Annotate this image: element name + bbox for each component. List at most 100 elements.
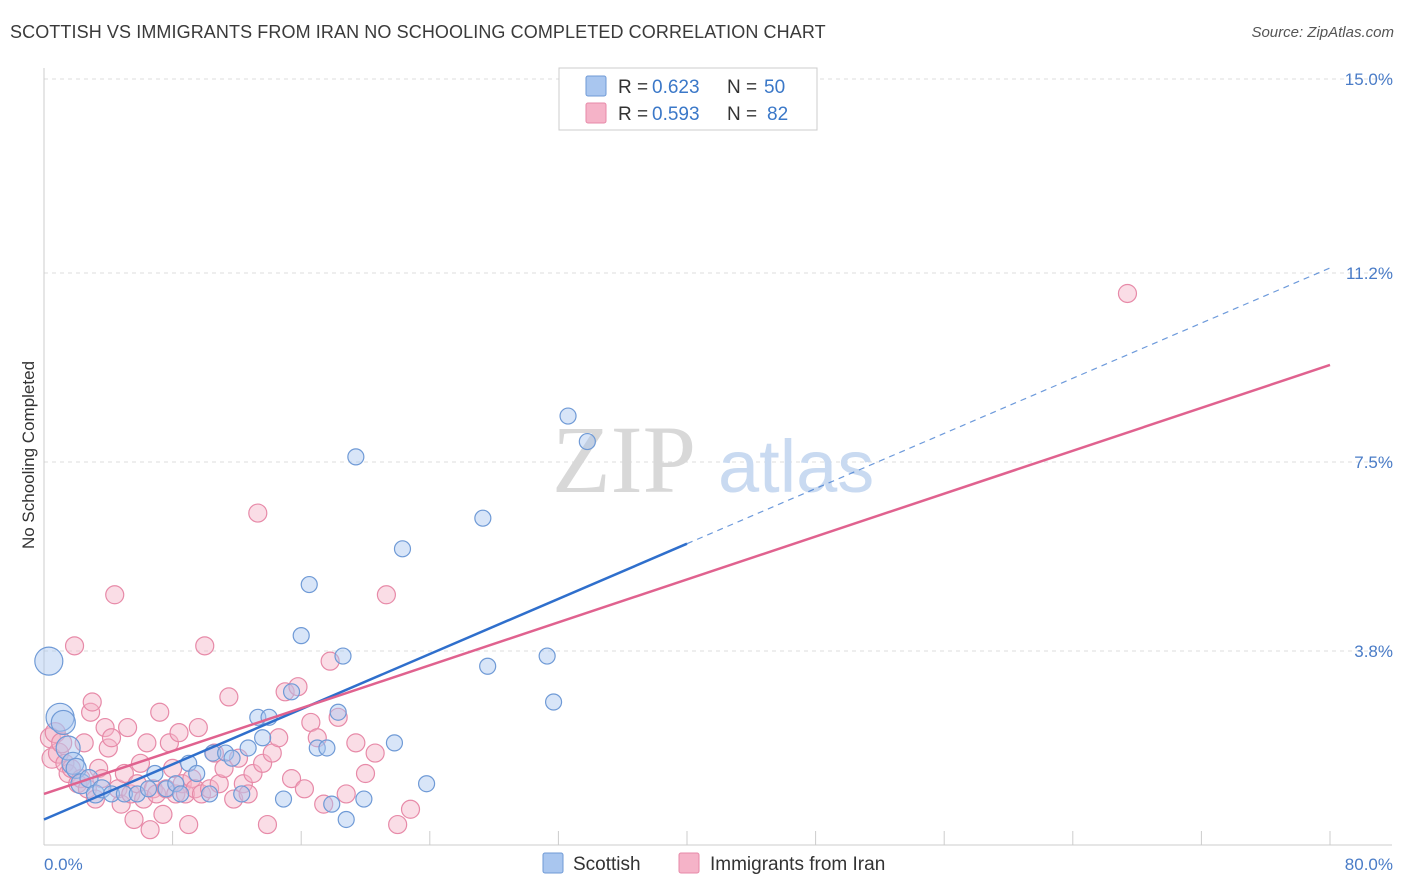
iran-point-73 bbox=[328, 707, 348, 727]
iran-point-40 bbox=[166, 784, 186, 804]
iran-point-8 bbox=[64, 636, 85, 656]
iran-point-26 bbox=[121, 784, 141, 804]
scottish-point-30 bbox=[282, 683, 301, 701]
scottish-point-16 bbox=[167, 775, 185, 793]
scottish-point-42 bbox=[393, 540, 412, 558]
scottish-point-23 bbox=[223, 749, 241, 767]
scottish-point-46 bbox=[538, 647, 556, 665]
trend-lines bbox=[43, 267, 1331, 821]
scottish-point-49 bbox=[578, 432, 596, 451]
iran-point-36 bbox=[153, 804, 173, 824]
iran-point-21 bbox=[105, 585, 125, 605]
iran-point-75 bbox=[346, 733, 366, 753]
scottish-point-20 bbox=[200, 785, 219, 803]
scottish-point-37 bbox=[334, 647, 352, 665]
y-tick-label-1: 7.5% bbox=[1354, 453, 1393, 472]
correlation-legend: R = 0.623 N = 50 R = 0.593 N = 82 bbox=[558, 67, 818, 131]
iran-point-77 bbox=[365, 743, 385, 763]
iran-point-60 bbox=[248, 503, 268, 523]
iran-point-68 bbox=[294, 779, 315, 799]
iran-point-55 bbox=[224, 789, 244, 809]
iran-point-79 bbox=[388, 814, 408, 835]
scottish-point-33 bbox=[308, 739, 326, 757]
scottish-point-24 bbox=[233, 785, 251, 803]
scottish-point-41 bbox=[385, 734, 404, 752]
y-tick-label-3: 15.0% bbox=[1345, 70, 1393, 89]
x-tick-label-0: 0.0% bbox=[44, 855, 83, 874]
iran-point-20 bbox=[101, 728, 122, 748]
iran-point-49 bbox=[195, 636, 215, 656]
legend-r-label-2: R = bbox=[618, 104, 648, 125]
scottish-point-48 bbox=[559, 407, 577, 425]
legend-n-value-2: 82 bbox=[767, 104, 788, 125]
scottish-point-43 bbox=[417, 775, 436, 793]
scottish-point-0 bbox=[34, 646, 64, 676]
scottish-point-25 bbox=[239, 739, 257, 757]
iran-point-58 bbox=[238, 784, 258, 804]
iran-point-66 bbox=[281, 769, 302, 789]
scottish-point-29 bbox=[274, 790, 293, 808]
watermark-zip: ZIP bbox=[552, 406, 696, 513]
iran-point-44 bbox=[179, 814, 199, 835]
iran-point-74 bbox=[336, 784, 356, 804]
watermark-atlas: atlas bbox=[718, 425, 874, 508]
scottish-point-4 bbox=[61, 751, 85, 775]
iran-point-64 bbox=[269, 728, 289, 748]
iran-point-19 bbox=[98, 738, 118, 758]
y-axis-title: No Schooling Completed bbox=[19, 361, 38, 549]
scottish-point-36 bbox=[329, 703, 347, 721]
iran-point-32 bbox=[140, 820, 160, 840]
iran-point-62 bbox=[257, 814, 278, 835]
scottish-point-38 bbox=[337, 810, 355, 829]
iran-point-81 bbox=[1117, 283, 1138, 304]
bottom-legend-label-scottish: Scottish bbox=[573, 854, 641, 875]
watermark: ZIP atlas bbox=[552, 406, 874, 513]
scottish-point-12 bbox=[128, 785, 146, 803]
iran-point-27 bbox=[124, 809, 144, 830]
iran-point-29 bbox=[130, 753, 151, 773]
scottish-point-47 bbox=[544, 693, 563, 711]
scottish-point-44 bbox=[474, 509, 492, 527]
iran-point-31 bbox=[137, 733, 157, 753]
y-tick-label-0: 3.8% bbox=[1354, 642, 1393, 661]
trend-line-scottish bbox=[43, 542, 688, 821]
iran-point-41 bbox=[169, 723, 189, 743]
legend-swatch-iran bbox=[585, 102, 607, 124]
y-tick-labels: 3.8% 7.5% 11.2% 15.0% bbox=[1345, 70, 1393, 661]
scottish-point-40 bbox=[355, 790, 373, 808]
iran-point-65 bbox=[275, 682, 295, 702]
iran-point-18 bbox=[95, 717, 115, 738]
scottish-point-17 bbox=[172, 785, 190, 803]
y-tick-label-2: 11.2% bbox=[1346, 264, 1393, 283]
iran-point-5 bbox=[55, 753, 75, 773]
iran-point-50 bbox=[199, 779, 220, 799]
trend-line-scottish-extension bbox=[686, 267, 1331, 545]
chart-title: SCOTTISH VS IMMIGRANTS FROM IRAN NO SCHO… bbox=[10, 22, 826, 42]
scottish-point-2 bbox=[50, 709, 76, 736]
scottish-point-27 bbox=[254, 729, 272, 747]
bottom-legend-swatch-iran bbox=[678, 852, 700, 874]
iran-point-80 bbox=[400, 799, 421, 819]
x-tick-labels: 0.0% 80.0% bbox=[44, 855, 1393, 874]
iran-point-14 bbox=[82, 692, 102, 712]
iran-point-78 bbox=[376, 585, 396, 605]
series-legend: Scottish Immigrants from Iran bbox=[542, 852, 885, 875]
series-scottish bbox=[34, 407, 596, 829]
scottish-point-45 bbox=[479, 657, 497, 675]
scottish-point-3 bbox=[55, 735, 81, 761]
iran-point-45 bbox=[182, 769, 202, 789]
legend-n-label-2: N = bbox=[727, 104, 757, 125]
scottish-point-35 bbox=[323, 795, 341, 813]
iran-point-76 bbox=[355, 763, 376, 784]
legend-n-label-1: N = bbox=[727, 77, 757, 98]
scottish-point-32 bbox=[300, 575, 318, 594]
source-credit: Source: ZipAtlas.com bbox=[1251, 24, 1394, 41]
scottish-point-34 bbox=[318, 739, 336, 757]
bottom-legend-label-iran: Immigrants from Iran bbox=[710, 854, 885, 875]
legend-n-value-1: 50 bbox=[764, 77, 785, 98]
iran-point-61 bbox=[253, 753, 273, 773]
legend-r-value-1: 0.623 bbox=[652, 77, 700, 98]
iran-point-54 bbox=[219, 687, 239, 707]
iran-point-13 bbox=[81, 702, 101, 722]
